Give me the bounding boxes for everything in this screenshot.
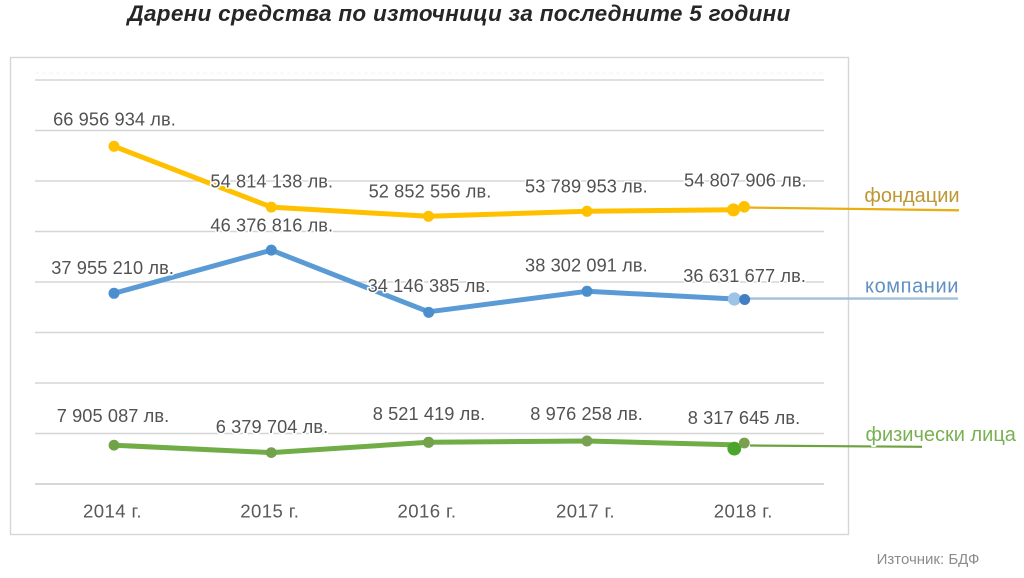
- svg-text:8 521 419 лв.: 8 521 419 лв.: [373, 404, 486, 424]
- svg-text:54 807 906 лв.: 54 807 906 лв.: [684, 171, 807, 191]
- svg-text:8 976 258 лв.: 8 976 258 лв.: [530, 404, 643, 424]
- svg-text:Източник: БДФ: Източник: БДФ: [877, 551, 980, 568]
- svg-text:компании: компании: [865, 276, 959, 298]
- svg-text:2015 г.: 2015 г.: [240, 501, 299, 522]
- svg-text:34 146 385 лв.: 34 146 385 лв.: [368, 276, 491, 296]
- svg-text:2014 г.: 2014 г.: [83, 501, 142, 522]
- svg-text:физически лица: физически лица: [865, 424, 1016, 446]
- svg-text:Дарени средства по източници з: Дарени средства по източници за последни…: [125, 1, 790, 26]
- svg-text:53 789 953 лв.: 53 789 953 лв.: [525, 177, 648, 197]
- svg-text:6 379 704 лв.: 6 379 704 лв.: [216, 417, 329, 437]
- svg-text:2017 г.: 2017 г.: [556, 501, 615, 522]
- svg-text:2016 г.: 2016 г.: [397, 501, 456, 522]
- svg-text:2018 г.: 2018 г.: [714, 501, 773, 522]
- svg-text:46 376 816 лв.: 46 376 816 лв.: [210, 215, 333, 235]
- svg-text:38 302 091 лв.: 38 302 091 лв.: [525, 256, 648, 276]
- svg-text:8 317 645 лв.: 8 317 645 лв.: [688, 408, 801, 428]
- svg-text:52 852 556 лв.: 52 852 556 лв.: [369, 182, 492, 202]
- svg-text:37 955 210 лв.: 37 955 210 лв.: [51, 258, 174, 278]
- svg-text:54 814 138 лв.: 54 814 138 лв.: [210, 172, 333, 192]
- svg-text:7 905 087 лв.: 7 905 087 лв.: [57, 406, 170, 426]
- svg-text:фондации: фондации: [864, 185, 959, 207]
- svg-text:36 631 677 лв.: 36 631 677 лв.: [683, 266, 806, 286]
- svg-text:66 956 934 лв.: 66 956 934 лв.: [53, 110, 176, 130]
